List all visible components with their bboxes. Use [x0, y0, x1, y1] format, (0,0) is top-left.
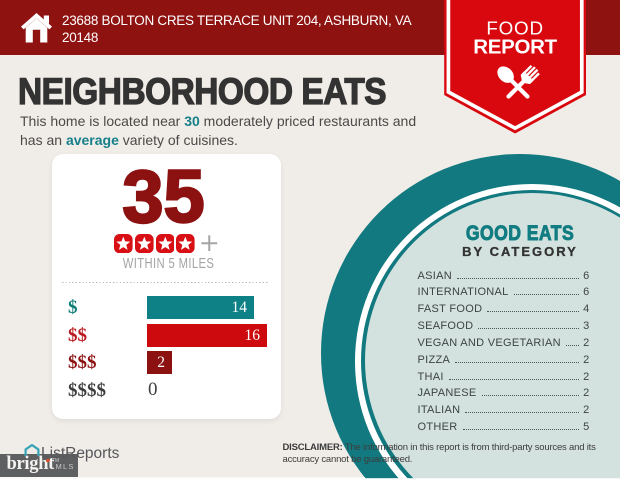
svg-text:REPORT: REPORT	[473, 36, 557, 59]
svg-text:FOOD: FOOD	[486, 18, 543, 39]
